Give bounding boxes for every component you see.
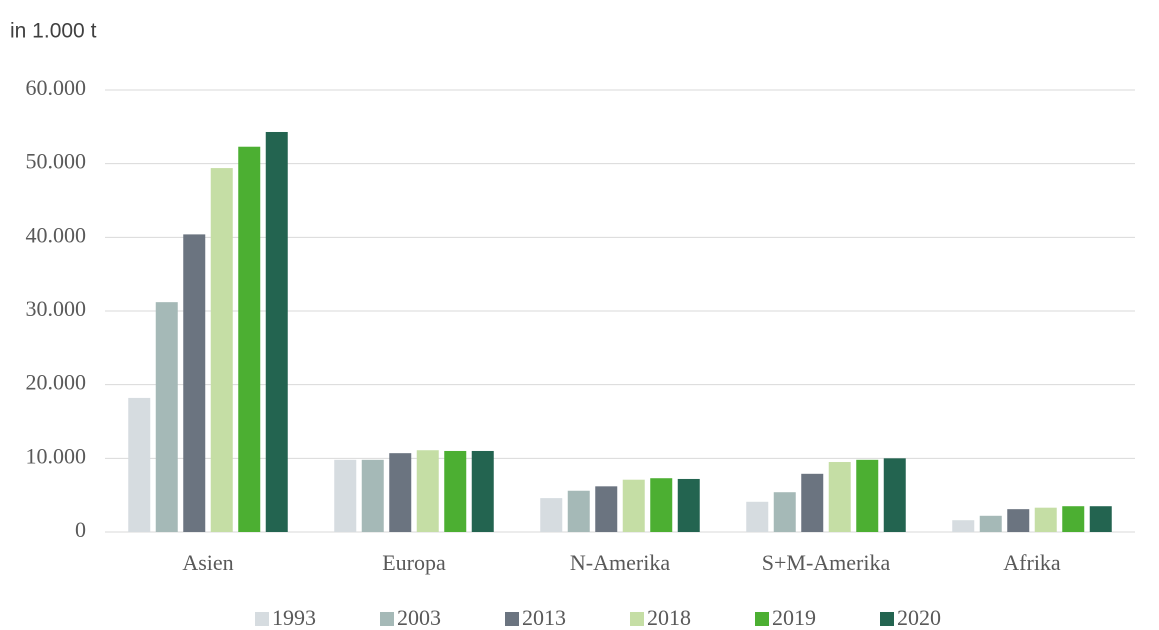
bar xyxy=(183,234,206,533)
legend-label: 2018 xyxy=(647,605,691,630)
legend-swatch xyxy=(880,612,894,626)
legend-label: 2019 xyxy=(772,605,816,630)
y-tick-label: 40.000 xyxy=(26,222,87,247)
bar xyxy=(471,450,494,532)
bar xyxy=(746,501,769,532)
x-tick-label: N-Amerika xyxy=(570,550,670,575)
legend-swatch xyxy=(255,612,269,626)
bar xyxy=(1034,507,1057,532)
bar xyxy=(773,492,796,532)
x-tick-label: Europa xyxy=(382,550,446,575)
bar xyxy=(238,146,261,532)
legend-swatch xyxy=(630,612,644,626)
legend-label: 2020 xyxy=(897,605,941,630)
bar xyxy=(567,490,590,532)
bar xyxy=(622,479,645,532)
bar xyxy=(540,498,563,532)
bar xyxy=(361,459,384,532)
bar xyxy=(265,131,288,533)
y-unit-label: in 1.000 t xyxy=(10,20,97,43)
bar xyxy=(389,453,412,532)
legend-label: 2003 xyxy=(397,605,441,630)
legend-swatch xyxy=(755,612,769,626)
bar xyxy=(883,458,906,532)
bar xyxy=(828,462,851,532)
legend-label: 2013 xyxy=(522,605,566,630)
bar xyxy=(334,459,357,532)
x-tick-label: Asien xyxy=(182,550,233,575)
y-tick-label: 20.000 xyxy=(26,370,87,395)
bar xyxy=(595,486,618,532)
legend-label: 1993 xyxy=(272,605,316,630)
bar xyxy=(444,450,467,532)
legend-swatch xyxy=(505,612,519,626)
bar xyxy=(128,397,151,532)
bar xyxy=(952,520,975,532)
y-tick-label: 30.000 xyxy=(26,296,87,321)
bar xyxy=(1007,509,1030,532)
bar xyxy=(801,473,824,532)
y-tick-label: 0 xyxy=(75,517,86,542)
bar xyxy=(416,450,439,532)
bar xyxy=(677,478,700,532)
bar xyxy=(650,478,673,532)
y-tick-label: 60.000 xyxy=(26,75,87,100)
bar xyxy=(210,168,233,532)
legend-swatch xyxy=(380,612,394,626)
bar xyxy=(155,302,178,532)
x-tick-label: Afrika xyxy=(1003,550,1061,575)
x-tick-label: S+M-Amerika xyxy=(762,550,891,575)
bar xyxy=(856,459,879,532)
bar xyxy=(1062,506,1085,532)
bar xyxy=(1089,506,1112,532)
y-tick-label: 10.000 xyxy=(26,443,87,468)
bar xyxy=(979,515,1002,532)
y-tick-label: 50.000 xyxy=(26,149,87,174)
